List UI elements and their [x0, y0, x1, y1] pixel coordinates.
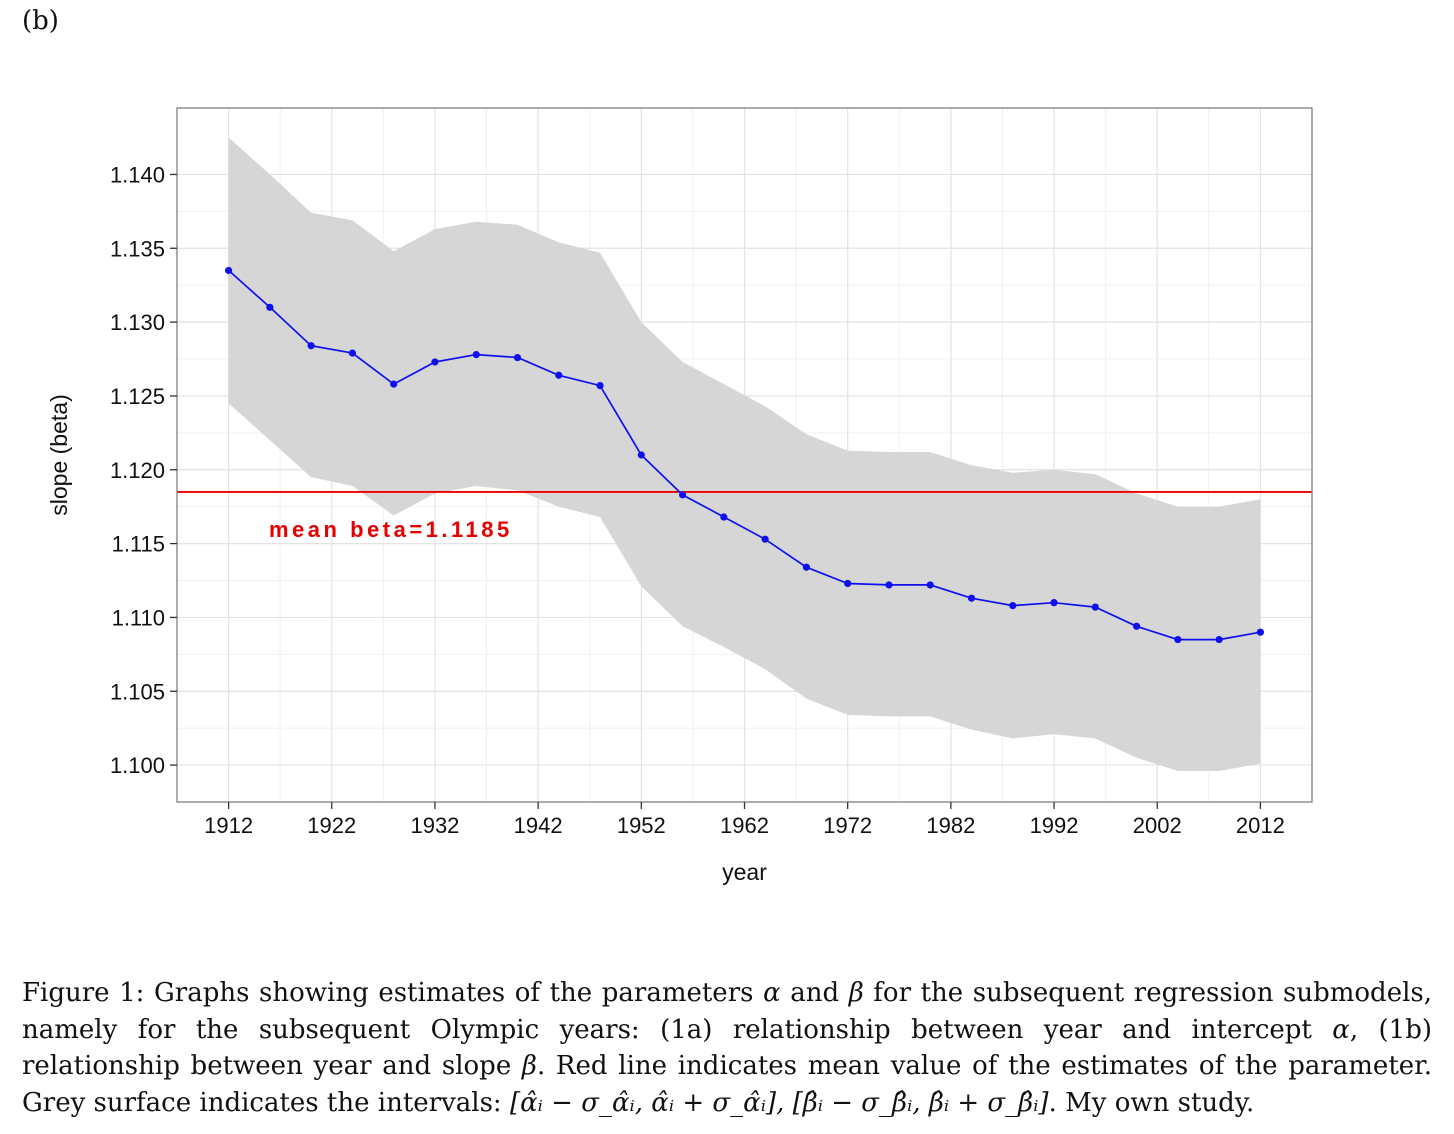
beta-points	[224, 266, 1265, 644]
data-point	[802, 563, 811, 571]
y-tick-label: 1.100	[110, 753, 165, 778]
data-point	[1009, 602, 1017, 610]
x-tick-label: 2002	[1133, 813, 1182, 838]
x-tick-label: 1982	[926, 813, 975, 838]
beta-series-line	[228, 269, 1261, 641]
data-point	[1132, 622, 1141, 630]
data-point	[513, 353, 522, 362]
data-point	[472, 350, 480, 359]
y-tick-label: 1.105	[110, 679, 165, 704]
caption-text: , (1b) relationship between year and slo…	[22, 1014, 1432, 1082]
x-tick-label: 1912	[204, 813, 253, 838]
y-tick-label: 1.120	[110, 458, 165, 483]
y-tick-label: 1.135	[110, 236, 165, 261]
data-point	[224, 266, 233, 275]
x-tick-label: 1962	[720, 813, 769, 838]
caption-beta: β	[521, 1051, 537, 1081]
data-point	[431, 358, 439, 366]
data-point	[307, 342, 315, 350]
data-point	[390, 380, 398, 388]
data-point	[678, 491, 687, 499]
data-point	[926, 581, 934, 589]
x-tick-label: 1932	[410, 813, 459, 838]
caption-text: Figure 1: Graphs showing estimates of th…	[22, 978, 764, 1008]
y-tick-label: 1.140	[110, 162, 165, 187]
beta-chart: mean beta=1.1185 1.1001.1051.1101.1151.1…	[46, 107, 1313, 885]
sigma-band	[228, 137, 1261, 771]
data-point	[1174, 635, 1182, 644]
x-axis-title: year	[722, 859, 767, 885]
y-axis: 1.100 1.105 1.110 1.115 1.120 1.125 1.130 1.135…	[110, 162, 177, 778]
caption-beta: β	[848, 978, 864, 1008]
x-axis: 1912 1922 1932 1942 1952 1962 1972 1982 1992 2002…	[204, 802, 1285, 838]
y-tick-label: 1.115	[112, 532, 165, 557]
data-point	[1050, 599, 1058, 607]
figure-caption: Figure 1: Graphs showing estimates of th…	[22, 975, 1432, 1121]
x-tick-label: 1942	[514, 813, 563, 838]
data-point	[555, 371, 563, 379]
x-tick-label: 1992	[1030, 813, 1079, 838]
data-point	[885, 581, 893, 589]
caption-alpha: α	[763, 978, 781, 1008]
caption-intervals: [α̂ᵢ − σ_α̂ᵢ, α̂ᵢ + σ_α̂ᵢ], [β̂ᵢ − σ_β̂ᵢ…	[509, 1087, 1049, 1118]
caption-text: . My own study.	[1048, 1087, 1255, 1118]
data-point	[1256, 628, 1265, 636]
data-point	[637, 451, 645, 459]
x-tick-label: 2012	[1236, 813, 1285, 838]
caption-text: and	[780, 978, 849, 1008]
mean-label: mean beta=1.1185	[269, 517, 513, 542]
panel-label: (b)	[22, 6, 59, 36]
data-point	[844, 579, 852, 588]
x-tick-label: 1952	[617, 813, 666, 838]
y-axis-title: slope (beta)	[46, 394, 72, 515]
x-tick-label: 1972	[823, 813, 872, 838]
data-point	[596, 382, 604, 390]
data-point	[720, 513, 728, 521]
y-tick-label: 1.110	[112, 605, 165, 630]
caption-text: . Red line indicates mean value of the e…	[22, 1051, 1432, 1118]
data-point	[1215, 635, 1223, 644]
data-point	[348, 349, 357, 357]
data-point	[1091, 603, 1099, 611]
y-tick-label: 1.125	[110, 384, 165, 409]
y-tick-label: 1.130	[110, 310, 165, 335]
data-point	[967, 594, 976, 602]
caption-text: for the subsequent regression submodels,…	[22, 978, 1433, 1045]
data-point	[761, 535, 769, 543]
data-point	[266, 303, 274, 311]
caption-alpha: α	[1332, 1014, 1350, 1045]
x-tick-label: 1922	[307, 813, 356, 838]
